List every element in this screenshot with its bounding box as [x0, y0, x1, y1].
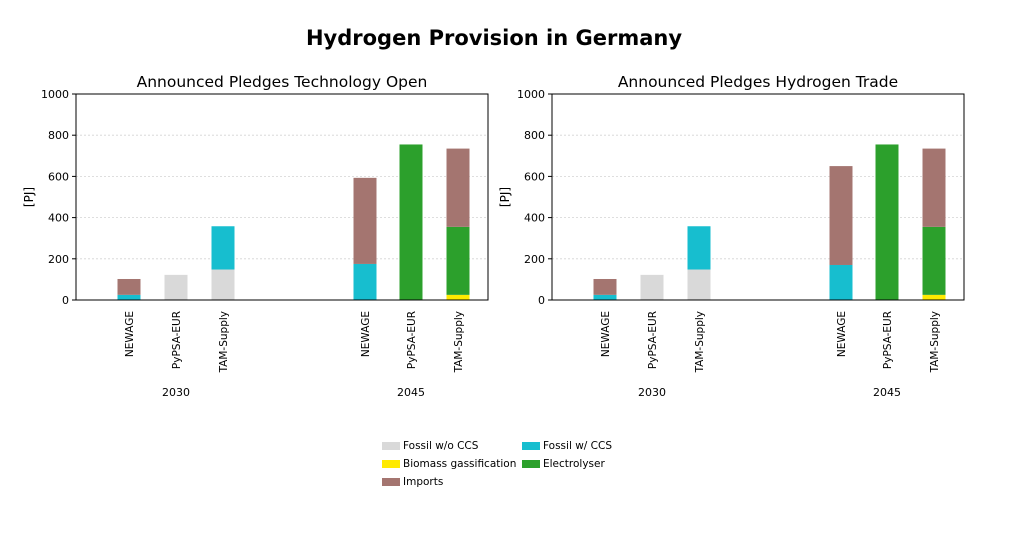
y-tick-label: 400 [48, 212, 69, 225]
legend-entry: Fossil w/o CCS [382, 440, 478, 452]
chart-panel-technology-open: Announced Pledges Technology Open 0 200 400… [22, 73, 489, 399]
plot-frame [75, 93, 489, 301]
bar-segment [922, 148, 946, 227]
bar-segment [687, 269, 711, 300]
bar-segment [399, 144, 423, 300]
legend-swatch [382, 478, 400, 486]
bar-segment [164, 274, 188, 300]
legend-label: Biomass gassification [403, 458, 517, 470]
bar-segment [117, 294, 141, 300]
y-tick-label: 800 [48, 129, 69, 142]
legend-entry: Fossil w/ CCS [522, 440, 612, 452]
y-tick-label: 600 [48, 170, 69, 183]
y-tick-label: 200 [48, 253, 69, 266]
x-category-label: PyPSA-EUR [882, 311, 894, 369]
y-tick-label: 1000 [41, 88, 69, 101]
bar-segment [687, 226, 711, 270]
chart-panel-hydrogen-trade: Announced Pledges Hydrogen Trade 0 200 400 6… [498, 73, 965, 399]
bar-segment [446, 148, 470, 227]
legend-label: Electrolyser [543, 458, 605, 470]
bar-segment [593, 278, 617, 295]
x-category-label: TAM-Supply [694, 311, 706, 373]
x-category-label: TAM-Supply [453, 311, 465, 373]
bar-segment [875, 144, 899, 300]
legend-swatch [522, 460, 540, 468]
chart-title: Announced Pledges Hydrogen Trade [618, 73, 898, 91]
bar-segment [353, 177, 377, 264]
legend-label: Fossil w/o CCS [403, 440, 479, 452]
x-category-label: PyPSA-EUR [171, 311, 183, 369]
bar-segment [353, 263, 377, 300]
x-category-label: NEWAGE [600, 311, 612, 357]
x-group-label: 2030 [638, 386, 666, 399]
bar-segment [117, 278, 141, 295]
legend-label: Fossil w/ CCS [543, 440, 612, 452]
legend-entry: Imports [382, 476, 443, 488]
plot-frame [551, 93, 965, 301]
bar-segment [829, 166, 853, 265]
bar-segment [446, 294, 470, 300]
x-category-label: NEWAGE [124, 311, 136, 357]
legend-entry: Biomass gassification [382, 458, 516, 470]
chart-legend: Fossil w/o CCS Fossil w/ CCS Biomass gassi… [382, 440, 652, 496]
chart-title: Announced Pledges Technology Open [137, 73, 428, 91]
y-tick-label: 0 [538, 294, 545, 307]
x-category-label: PyPSA-EUR [647, 311, 659, 369]
bar-segment [211, 226, 235, 270]
legend-swatch [382, 442, 400, 450]
x-category-label: TAM-Supply [929, 311, 941, 373]
x-group-label: 2045 [397, 386, 425, 399]
y-axis-label: [PJ] [498, 187, 512, 207]
x-group-label: 2030 [162, 386, 190, 399]
x-category-label: NEWAGE [360, 311, 372, 357]
x-category-label: TAM-Supply [218, 311, 230, 373]
bar-segment [640, 274, 664, 300]
bar-segment [829, 264, 853, 300]
bar-segment [922, 294, 946, 300]
y-tick-label: 1000 [517, 88, 545, 101]
y-tick-label: 200 [524, 253, 545, 266]
bar-segment [593, 294, 617, 300]
x-group-label: 2045 [873, 386, 901, 399]
y-tick-label: 800 [524, 129, 545, 142]
legend-label: Imports [403, 476, 444, 488]
figure-title: Hydrogen Provision in Germany [305, 26, 683, 50]
bar-segment [211, 269, 235, 300]
y-tick-label: 400 [524, 212, 545, 225]
x-category-label: PyPSA-EUR [406, 311, 418, 369]
legend-swatch [382, 460, 400, 468]
y-tick-label: 0 [62, 294, 69, 307]
bar-segment [446, 226, 470, 295]
x-category-label: NEWAGE [836, 311, 848, 357]
y-axis-label: [PJ] [22, 187, 36, 207]
legend-swatch [522, 442, 540, 450]
legend-entry: Electrolyser [522, 458, 605, 470]
bar-segment [922, 226, 946, 295]
y-tick-label: 600 [524, 170, 545, 183]
